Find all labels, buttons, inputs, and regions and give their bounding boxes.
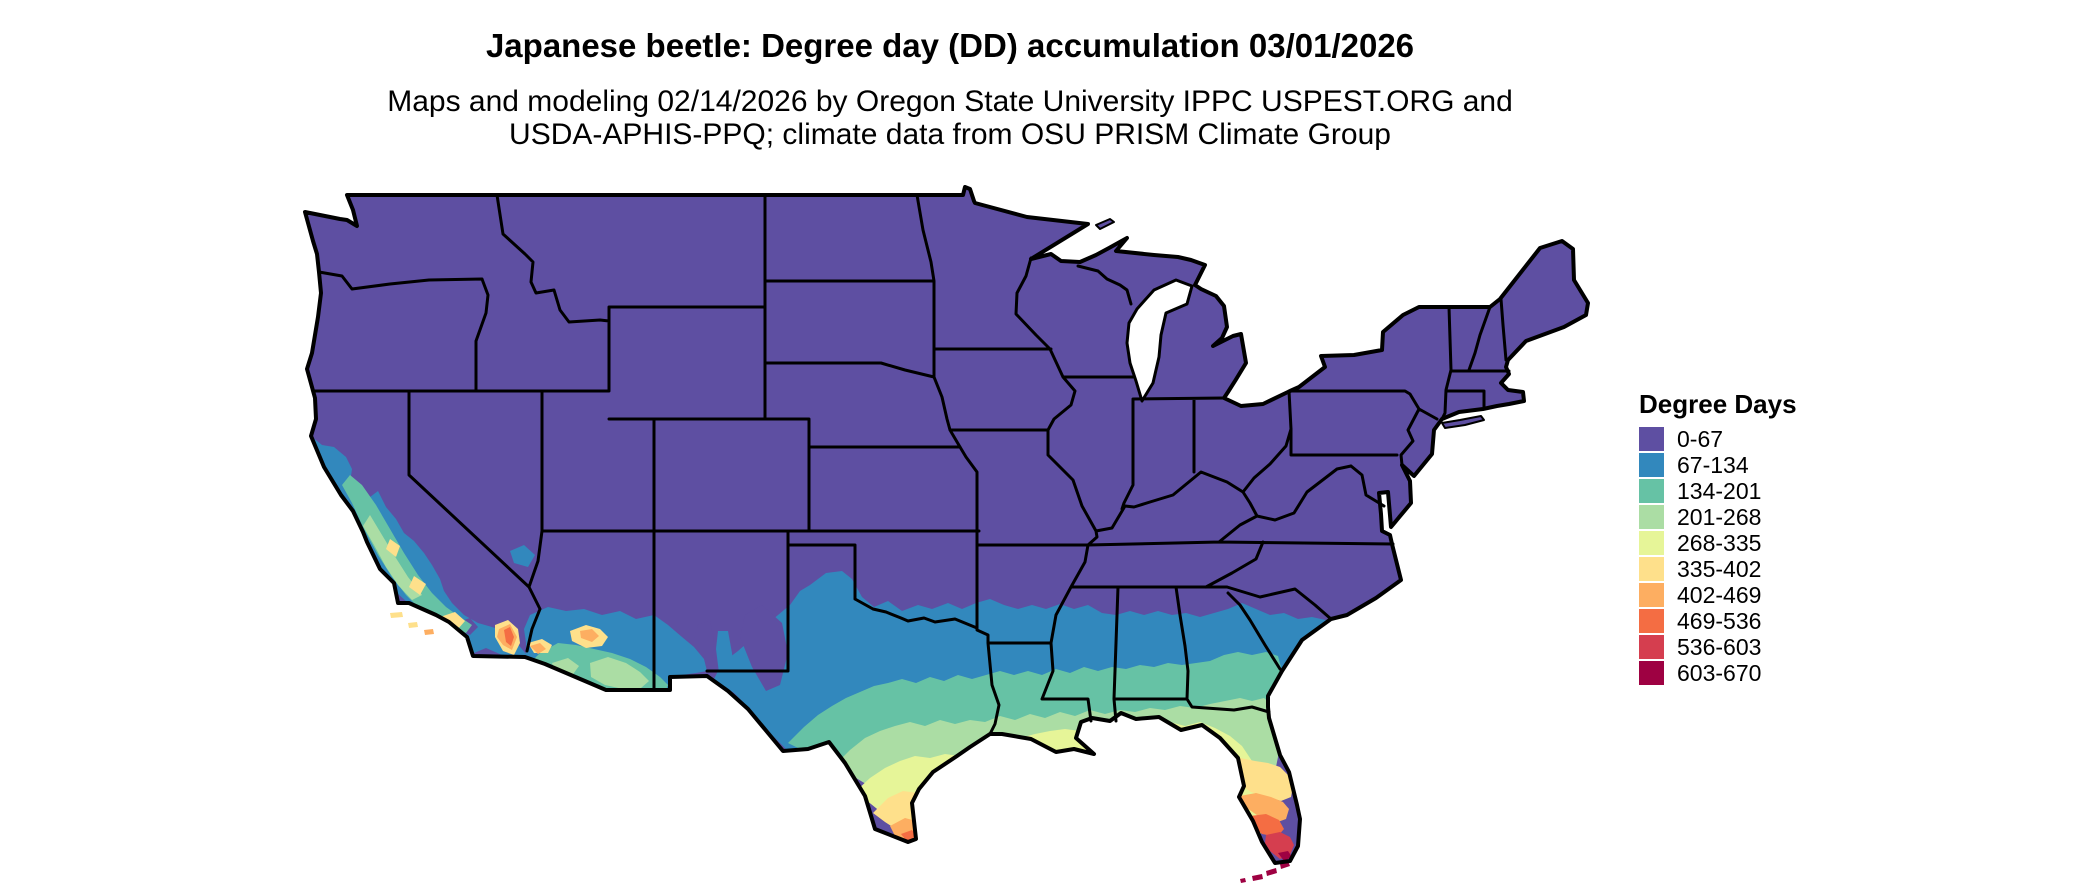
legend: Degree Days 0-67 67-134 134-201 201-268 …	[1639, 391, 1797, 687]
band-469-536-florida	[1250, 814, 1284, 837]
map-title: Japanese beetle: Degree day (DD) accumul…	[485, 27, 1415, 64]
band-402-469-yuma	[530, 643, 546, 654]
florida-keys-1	[1240, 878, 1246, 883]
band-0-67	[305, 187, 1588, 863]
legend-item: 603-670	[1639, 661, 1797, 685]
legend-swatch-536-603	[1639, 635, 1664, 659]
legend-label: 536-603	[1677, 633, 1762, 660]
legend-swatch-201-268	[1639, 505, 1664, 529]
legend-item: 0-67	[1639, 427, 1797, 451]
legend-label: 201-268	[1677, 503, 1762, 530]
legend-item: 469-536	[1639, 609, 1797, 633]
channel-island-3	[424, 629, 434, 635]
legend-item: 268-335	[1639, 531, 1797, 555]
legend-label: 603-670	[1677, 659, 1762, 686]
band-603-670-florida-fringe	[1278, 851, 1292, 861]
legend-item: 335-402	[1639, 557, 1797, 581]
legend-title: Degree Days	[1639, 389, 1797, 419]
mountain-purple-2	[694, 621, 714, 663]
legend-item: 201-268	[1639, 505, 1797, 529]
band-201-268-california	[363, 515, 422, 600]
legend-label: 268-335	[1677, 529, 1762, 556]
legend-label: 67-134	[1677, 451, 1749, 478]
legend-label: 134-201	[1677, 477, 1762, 504]
legend-swatch-0-67	[1639, 427, 1664, 451]
channel-island-1	[390, 612, 403, 618]
long-island	[1441, 415, 1485, 429]
legend-swatch-603-670	[1639, 661, 1664, 685]
band-67-134-nevada	[510, 545, 535, 567]
subtitle-line-1: Maps and modeling 02/14/2026 by Oregon S…	[387, 85, 1513, 118]
legend-swatch-335-402	[1639, 557, 1664, 581]
subtitle-line-2: USDA-APHIS-PPQ; climate data from OSU PR…	[509, 118, 1391, 151]
legend-item: 402-469	[1639, 583, 1797, 607]
legend-label: 0-67	[1677, 425, 1724, 452]
state-borders	[312, 193, 1511, 736]
florida-keys-3	[1266, 868, 1277, 876]
us-degree-day-map	[303, 185, 1590, 883]
legend-swatch-402-469	[1639, 583, 1664, 607]
legend-item: 134-201	[1639, 479, 1797, 503]
band-402-469-phoenix	[580, 629, 599, 642]
legend-label: 469-536	[1677, 607, 1762, 634]
band-134-201-california	[342, 475, 472, 633]
map-subtitle: Maps and modeling 02/14/2026 by Oregon S…	[0, 85, 1900, 151]
florida-keys-2	[1252, 874, 1263, 881]
legend-swatch-67-134	[1639, 453, 1664, 477]
legend-swatch-268-335	[1639, 531, 1664, 555]
legend-label: 335-402	[1677, 555, 1762, 582]
legend-item: 536-603	[1639, 635, 1797, 659]
band-335-402-valley-2	[409, 576, 426, 595]
lake-michigan	[1125, 278, 1194, 403]
band-335-402-valley-1	[386, 539, 400, 557]
legend-label: 402-469	[1677, 581, 1762, 608]
legend-swatch-469-536	[1639, 609, 1664, 633]
legend-item: 67-134	[1639, 453, 1797, 477]
legend-swatch-134-201	[1639, 479, 1664, 503]
isle-royale	[1095, 218, 1115, 230]
band-402-469-florida	[1240, 793, 1289, 823]
band-201-268-arizona-1	[590, 657, 649, 689]
band-335-402-florida	[1228, 758, 1293, 801]
channel-island-2	[408, 622, 418, 628]
us-outline	[303, 185, 1590, 865]
band-469-536-imperial	[504, 627, 514, 646]
